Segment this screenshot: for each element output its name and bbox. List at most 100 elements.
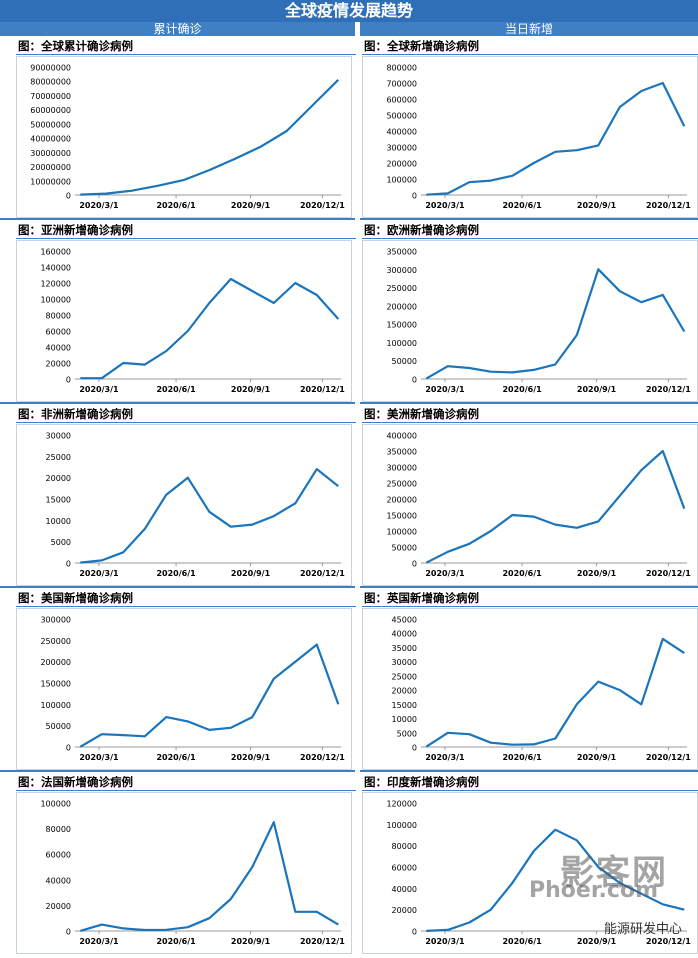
- y-tick-label: 100000: [40, 701, 71, 710]
- x-tick-label: 2020/6/1: [502, 201, 542, 210]
- line-chart-svg: 0 20000 40000 60000 80000 100000 120000 140000 1…: [40, 248, 345, 395]
- y-tick-label: 80000: [392, 842, 417, 851]
- y-tick-label: 40000: [392, 885, 417, 894]
- y-tick-label: 50000: [392, 357, 417, 366]
- y-tick-label: 15000: [46, 496, 71, 505]
- y-tick-label: 20000: [46, 474, 71, 483]
- chart-title: 图：非洲新增确诊病例: [16, 406, 356, 423]
- x-tick-label: 2020/6/1: [156, 569, 196, 578]
- y-tick-label: 0: [66, 192, 71, 201]
- x-tick-label: 2020/3/1: [79, 201, 119, 210]
- y-tick-label: 600000: [386, 96, 417, 105]
- chart-area: 0 20000 40000 60000 80000 100000 2020/3/1 2020/…: [16, 792, 352, 954]
- line-chart-svg: 0 5000 10000 15000 20000 25000 30000 35000 40000…: [392, 616, 692, 763]
- line-chart-svg: 0 100000 200000 300000 400000 500000 600000 700…: [386, 64, 691, 211]
- x-tick-label: 2020/3/1: [425, 937, 465, 946]
- x-tick-label: 2020/9/1: [577, 569, 617, 578]
- y-tick-label: 50000: [392, 544, 417, 553]
- x-tick-label: 2020/3/1: [425, 201, 465, 210]
- x-tick-label: 2020/12/1: [300, 569, 345, 578]
- y-tick-label: 45000: [392, 616, 417, 625]
- line-chart-svg: 0 20000 40000 60000 80000 100000 2020/3/1 2020/…: [40, 800, 345, 947]
- y-tick-label: 35000: [392, 644, 417, 653]
- chart-panel-americas-new: 图：美洲新增确诊病例 0 50000 100000 150000 200000 250000…: [362, 406, 698, 586]
- series-line: [425, 449, 686, 564]
- y-tick-label: 10000000: [30, 177, 71, 186]
- chart-area: 0 50000 100000 150000 200000 250000 300000 3500…: [362, 424, 698, 586]
- y-tick-label: 150000: [386, 512, 417, 521]
- chart-area: 0 50000 100000 150000 200000 250000 300000 2020…: [16, 608, 352, 770]
- y-tick-label: 350000: [386, 448, 417, 457]
- x-tick-label: 2020/12/1: [646, 569, 691, 578]
- x-tick-label: 2020/3/1: [79, 937, 119, 946]
- y-tick-label: 300000: [386, 464, 417, 473]
- y-tick-label: 90000000: [30, 64, 71, 73]
- x-tick-label: 2020/9/1: [577, 753, 617, 762]
- x-tick-label: 2020/9/1: [231, 753, 271, 762]
- row-separator: [360, 402, 698, 404]
- chart-panel-uk-new: 图：英国新增确诊病例 0 5000 10000 15000 20000 25000 30000…: [362, 590, 698, 770]
- row-separator: [0, 586, 355, 588]
- x-tick-label: 2020/9/1: [231, 385, 271, 394]
- series-line: [425, 268, 686, 380]
- y-tick-label: 300000: [386, 266, 417, 275]
- y-tick-label: 400000: [386, 128, 417, 137]
- y-tick-label: 30000: [392, 658, 417, 667]
- y-tick-label: 0: [66, 928, 71, 937]
- y-tick-label: 250000: [386, 480, 417, 489]
- y-tick-label: 80000: [46, 825, 71, 834]
- chart-title: 图：全球新增确诊病例: [362, 38, 698, 55]
- y-tick-label: 0: [412, 560, 417, 569]
- y-tick-label: 25000: [392, 672, 417, 681]
- chart-panel-us-new: 图：美国新增确诊病例 0 50000 100000 150000 200000 250000…: [16, 590, 356, 770]
- series-line: [425, 637, 685, 748]
- section-daily-label: 当日新增: [360, 22, 698, 36]
- y-tick-label: 0: [66, 376, 71, 385]
- x-tick-label: 2020/3/1: [79, 385, 119, 394]
- chart-title: 图：亚洲新增确诊病例: [16, 222, 356, 239]
- x-tick-label: 2020/6/1: [502, 569, 542, 578]
- y-tick-label: 100000: [386, 339, 417, 348]
- x-tick-label: 2020/9/1: [231, 569, 271, 578]
- y-tick-label: 80000: [46, 312, 71, 321]
- y-tick-label: 5000: [51, 538, 71, 547]
- series-line: [80, 468, 339, 564]
- watermark-source: 能源研发中心: [603, 922, 682, 937]
- y-tick-label: 400000: [386, 432, 417, 441]
- series-line: [426, 81, 686, 196]
- x-tick-label: 2020/6/1: [502, 937, 542, 946]
- y-tick-label: 25000: [46, 453, 71, 462]
- x-tick-label: 2020/3/1: [425, 569, 465, 578]
- x-tick-label: 2020/6/1: [502, 385, 542, 394]
- chart-area: 0 50000 100000 150000 200000 250000 300000 3500…: [362, 240, 698, 402]
- y-tick-label: 70000000: [30, 92, 71, 101]
- row-separator: [360, 586, 698, 588]
- row-separator: [0, 218, 355, 220]
- y-tick-label: 120000: [40, 280, 71, 289]
- y-tick-label: 120000: [386, 800, 417, 809]
- y-tick-label: 200000: [386, 302, 417, 311]
- line-chart-svg: 0 50000 100000 150000 200000 250000 300000 3500…: [386, 432, 691, 579]
- y-tick-label: 30000: [46, 432, 71, 441]
- row-separator: [0, 770, 355, 772]
- line-chart-svg: 0 10000000 20000000 30000000 40000000 5000000…: [30, 64, 345, 211]
- chart-panel-africa-new: 图：非洲新增确诊病例 0 5000 10000 15000 20000 25000 30000…: [16, 406, 356, 586]
- y-tick-label: 40000: [46, 876, 71, 885]
- row-separator: [360, 770, 698, 772]
- x-tick-label: 2020/3/1: [425, 385, 465, 394]
- y-tick-label: 160000: [40, 248, 71, 257]
- y-tick-label: 40000: [392, 630, 417, 639]
- x-tick-label: 2020/12/1: [646, 201, 691, 210]
- x-tick-label: 2020/3/1: [79, 753, 119, 762]
- y-tick-label: 350000: [386, 248, 417, 257]
- chart-title: 图：美国新增确诊病例: [16, 590, 356, 607]
- watermark-url: Phoer.com: [529, 878, 658, 903]
- y-tick-label: 200000: [386, 496, 417, 505]
- y-tick-label: 20000: [392, 687, 417, 696]
- chart-area: 0 10000000 20000000 30000000 40000000 5000000…: [16, 56, 352, 218]
- y-tick-label: 0: [66, 744, 71, 753]
- y-tick-label: 800000: [386, 64, 417, 73]
- y-tick-label: 100000: [386, 528, 417, 537]
- y-tick-label: 200000: [386, 160, 417, 169]
- y-tick-label: 300000: [386, 144, 417, 153]
